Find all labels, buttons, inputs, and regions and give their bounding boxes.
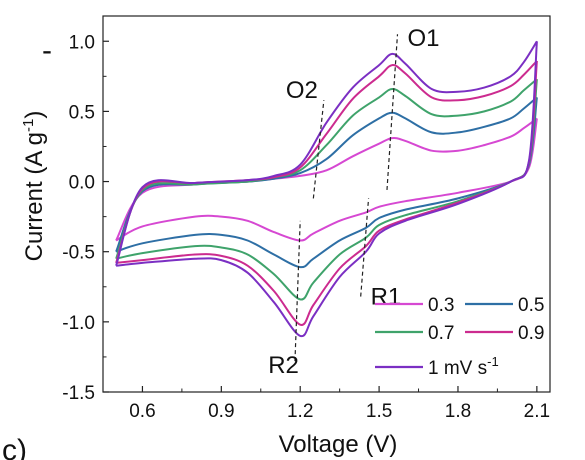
legend-label-5: 1 mV s-1 bbox=[428, 354, 499, 379]
legend-label-1: 0.3 bbox=[428, 295, 454, 316]
corner-mark: - bbox=[42, 34, 52, 67]
x-tick-label: 2.1 bbox=[524, 401, 550, 422]
series-1-anodic-line bbox=[115, 117, 538, 241]
y-axis-title: Current (A g-1) bbox=[20, 111, 48, 262]
y-axis-title-sup: -1 bbox=[20, 119, 37, 132]
series-4-cathodic-line bbox=[116, 60, 538, 326]
legend: 0.3 0.5 0.7 0.9 1 mV s-1 bbox=[375, 295, 544, 379]
y-tick-label: -1.0 bbox=[62, 313, 95, 334]
series-2-anodic-line bbox=[115, 96, 538, 253]
x-tick-label: 1.5 bbox=[366, 401, 392, 422]
peak-label-o2: O2 bbox=[286, 77, 318, 104]
y-axis-title-main: Current (A g bbox=[21, 132, 48, 261]
legend-label-3: 0.7 bbox=[428, 323, 454, 344]
plot-frame bbox=[102, 15, 551, 393]
peak-annotations: O1 O2 R1 R2 bbox=[268, 25, 439, 379]
legend-label-4: 0.9 bbox=[518, 323, 544, 344]
y-tick-label: 0.5 bbox=[69, 102, 95, 123]
y-tick-label: 1.0 bbox=[69, 32, 95, 53]
peak-guide-r1 bbox=[360, 198, 370, 297]
x-axis-title: Voltage (V) bbox=[279, 431, 398, 458]
peak-guide-o1 bbox=[386, 34, 399, 191]
x-tick-label: 0.9 bbox=[208, 401, 234, 422]
peak-guide-o2 bbox=[312, 100, 325, 199]
y-tick-label: -1.5 bbox=[62, 383, 95, 404]
y-tick-label: 0.0 bbox=[69, 173, 95, 194]
series-5-loop bbox=[115, 40, 538, 338]
peak-guide-r2 bbox=[294, 220, 301, 362]
series-1-cathodic-line bbox=[115, 118, 538, 242]
y-axis-title-tail: ) bbox=[21, 111, 48, 119]
series-1-loop bbox=[115, 117, 538, 242]
x-tick-label: 1.2 bbox=[287, 401, 313, 422]
x-tick-label: 0.6 bbox=[129, 401, 155, 422]
series-4-anodic-line bbox=[115, 60, 538, 264]
series-5-cathodic-line bbox=[116, 41, 538, 338]
series-3-anodic-line bbox=[115, 78, 538, 260]
y-tick-label: -0.5 bbox=[62, 243, 95, 264]
series-5-anodic-line bbox=[115, 40, 538, 267]
legend-label-2: 0.5 bbox=[518, 295, 544, 316]
panel-label: c) bbox=[2, 434, 27, 460]
peak-label-r2: R2 bbox=[268, 352, 299, 379]
x-axis: 0.6 0.9 1.2 1.5 1.8 2.1 bbox=[129, 386, 550, 422]
x-tick-label: 1.8 bbox=[445, 401, 471, 422]
peak-label-o1: O1 bbox=[407, 25, 439, 52]
series-4-loop bbox=[115, 60, 538, 326]
peak-label-r1: R1 bbox=[371, 284, 402, 311]
y-axis: 1.0 0.5 0.0 -0.5 -1.0 -1.5 bbox=[62, 32, 109, 404]
curves-layer bbox=[115, 40, 538, 338]
